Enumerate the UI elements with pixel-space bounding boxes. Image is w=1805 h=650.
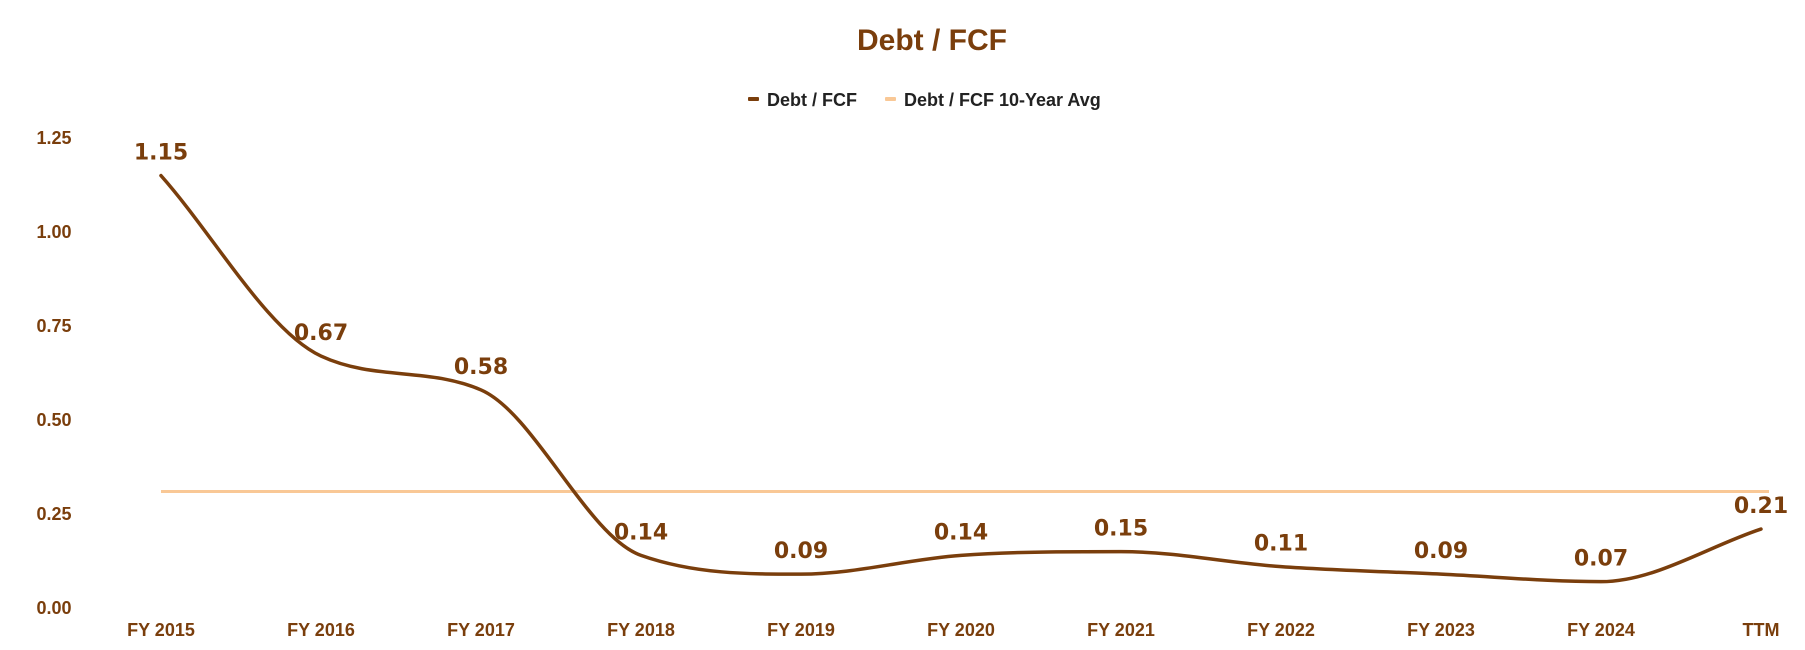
data-label: 0.14 bbox=[614, 520, 668, 545]
data-label: 0.14 bbox=[934, 520, 988, 545]
x-tick-label: FY 2024 bbox=[1567, 620, 1635, 640]
x-tick-label: FY 2015 bbox=[127, 620, 195, 640]
x-tick-label: FY 2019 bbox=[767, 620, 835, 640]
y-tick-label: 0.00 bbox=[36, 598, 71, 618]
data-label: 0.11 bbox=[1254, 532, 1308, 557]
x-tick-label: FY 2018 bbox=[607, 620, 675, 640]
data-label: 1.15 bbox=[134, 141, 188, 166]
legend-label-10-year-avg: Debt / FCF 10-Year Avg bbox=[904, 90, 1101, 110]
data-labels: 1.15 0.67 0.58 0.14 0.09 0.14 0.15 0.11 0.09 0.07… bbox=[134, 141, 1788, 572]
x-tick-label: FY 2022 bbox=[1247, 620, 1315, 640]
x-tick-label: FY 2020 bbox=[927, 620, 995, 640]
y-tick-label: 1.25 bbox=[36, 128, 71, 148]
x-tick-label: FY 2017 bbox=[447, 620, 515, 640]
legend-swatch-10-year-avg bbox=[885, 97, 896, 101]
x-tick-label: FY 2023 bbox=[1407, 620, 1475, 640]
data-label: 0.21 bbox=[1734, 494, 1788, 519]
data-label: 0.67 bbox=[294, 321, 348, 346]
plot-area bbox=[159, 173, 1769, 584]
y-axis: 0.00 0.25 0.50 0.75 1.00 1.25 bbox=[36, 128, 71, 618]
y-tick-label: 0.75 bbox=[36, 316, 71, 336]
x-tick-label: FY 2016 bbox=[287, 620, 355, 640]
x-tick-label: FY 2021 bbox=[1087, 620, 1155, 640]
data-label: 0.07 bbox=[1574, 547, 1628, 572]
y-tick-label: 1.00 bbox=[36, 222, 71, 242]
y-tick-label: 0.25 bbox=[36, 504, 71, 524]
series-line-debt-fcf bbox=[159, 173, 1763, 584]
data-label: 0.09 bbox=[774, 539, 828, 564]
x-axis: FY 2015 FY 2016 FY 2017 FY 2018 FY 2019 FY 20… bbox=[127, 620, 1779, 640]
y-tick-label: 0.50 bbox=[36, 410, 71, 430]
chart-title: Debt / FCF bbox=[857, 24, 1007, 57]
data-label: 0.09 bbox=[1414, 539, 1468, 564]
x-tick-label: TTM bbox=[1743, 620, 1780, 640]
data-label: 0.15 bbox=[1094, 517, 1148, 542]
legend-label-debt-fcf: Debt / FCF bbox=[767, 90, 857, 110]
legend: Debt / FCF Debt / FCF 10-Year Avg bbox=[748, 90, 1101, 110]
data-label: 0.58 bbox=[454, 355, 508, 380]
legend-swatch-debt-fcf bbox=[748, 97, 759, 101]
